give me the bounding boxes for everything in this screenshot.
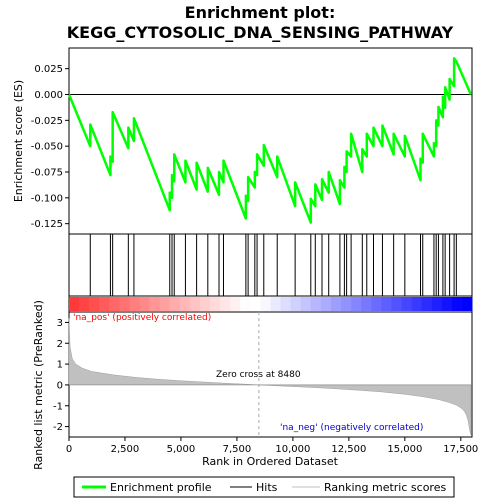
metric-y-tick-label: -2 [53, 422, 63, 433]
legend-label-hits: Hits [256, 481, 278, 494]
es-y-tick-label: 0.000 [34, 90, 63, 101]
colorbar-segment [220, 297, 231, 311]
colorbar-segment [129, 297, 141, 311]
pos-correlated-label: 'na_pos' (positively correlated) [73, 313, 211, 323]
metric-y-tick-label: -1 [53, 401, 63, 412]
metric-area-group [68, 318, 472, 435]
x-axis-label: Rank in Ordered Dataset [202, 455, 339, 468]
metric-panel [68, 311, 473, 438]
x-tick-label: 2,500 [111, 444, 140, 455]
colorbar-segment [421, 297, 433, 311]
colorbar-segment [341, 297, 352, 311]
x-tick-label: 10,000 [275, 444, 310, 455]
colorbar-segment [431, 297, 443, 311]
colorbar-segment [89, 297, 100, 311]
colorbar-segment [310, 297, 322, 311]
x-tick-label: 15,000 [387, 444, 422, 455]
colorbar-segment [280, 297, 292, 311]
es-y-ticks: 0.025 0.000 -0.025 -0.050 -0.075 -0.100 -0.125 [31, 64, 69, 230]
es-y-tick-label: -0.075 [31, 168, 63, 179]
ranking-metric-area [68, 318, 472, 435]
colorbar-segment [441, 297, 453, 311]
colorbar-segment [330, 297, 342, 311]
colorbar-segment [260, 297, 271, 311]
metric-y-ticks: 3 2 1 0 -1 -2 [53, 318, 69, 433]
colorbar-segment [361, 297, 372, 311]
chart-title: Enrichment plot: KEGG_CYTOSOLIC_DNA_SENS… [67, 3, 454, 42]
hits-panel [68, 233, 473, 297]
colorbar-segment [199, 297, 211, 311]
enrichment-profile-line [67, 57, 473, 224]
rank-colorbar [69, 297, 473, 311]
colorbar-segment [149, 297, 161, 311]
hits-group [89, 234, 457, 296]
legend: Enrichment profile Hits Ranking metric s… [73, 476, 455, 498]
x-tick-label: 17,500 [443, 444, 478, 455]
x-tick-label: 12,500 [331, 444, 366, 455]
colorbar-segment [300, 297, 312, 311]
colorbar-segment [461, 297, 473, 311]
colorbar-segment [270, 297, 282, 311]
metric-y-tick-label: 0 [57, 380, 63, 391]
metric-y-tick-label: 1 [57, 360, 63, 371]
legend-label-metric: Ranking metric scores [324, 481, 446, 494]
es-y-tick-label: 0.025 [34, 64, 63, 75]
metric-y-axis-label: Ranked list metric (PreRanked) [32, 300, 45, 470]
colorbar-segment [290, 297, 302, 311]
legend-box [73, 476, 455, 498]
chart-title-line-2: KEGG_CYTOSOLIC_DNA_SENSING_PATHWAY [67, 23, 454, 42]
x-ticks: 0 2,500 5,000 7,500 10,000 12,500 15,000 17,500 [66, 437, 478, 455]
colorbar-segment [451, 297, 463, 311]
es-y-axis-label: Enrichment score (ES) [12, 80, 25, 202]
metric-y-tick-label: 2 [57, 339, 63, 350]
colorbar-segment [109, 297, 120, 311]
colorbar-segment [351, 297, 362, 311]
legend-label-enrichment: Enrichment profile [110, 481, 212, 494]
colorbar-segment [250, 297, 261, 311]
colorbar-segment [119, 297, 130, 311]
neg-correlated-label: 'na_neg' (negatively correlated) [280, 423, 423, 433]
colorbar-segment [99, 297, 110, 311]
es-y-tick-label: -0.100 [31, 193, 63, 204]
colorbar-segment [169, 297, 181, 311]
colorbar-segment [69, 297, 80, 311]
es-y-tick-label: -0.125 [31, 219, 63, 230]
x-tick-label: 0 [66, 444, 72, 455]
colorbar-segment [159, 297, 171, 311]
colorbar-segment [139, 297, 151, 311]
es-y-tick-label: -0.025 [31, 116, 63, 127]
es-y-tick-label: -0.050 [31, 142, 63, 153]
colorbar-segment [381, 297, 392, 311]
colorbar-segment [401, 297, 413, 311]
colorbar-segment [320, 297, 332, 311]
colorbar-segment [210, 297, 221, 311]
chart-title-line-1: Enrichment plot: [185, 3, 336, 22]
colorbar-segment [411, 297, 423, 311]
colorbar-segment [230, 297, 241, 311]
colorbar-segment [189, 297, 201, 311]
colorbar-segment [79, 297, 90, 311]
es-line-group [67, 57, 473, 224]
x-tick-label: 7,500 [223, 444, 252, 455]
colorbar-segment [391, 297, 402, 311]
x-tick-label: 5,000 [167, 444, 196, 455]
metric-y-tick-label: 3 [57, 318, 63, 329]
colorbar-segment [371, 297, 382, 311]
colorbar-segment [240, 297, 251, 311]
colorbar-segment [179, 297, 191, 311]
